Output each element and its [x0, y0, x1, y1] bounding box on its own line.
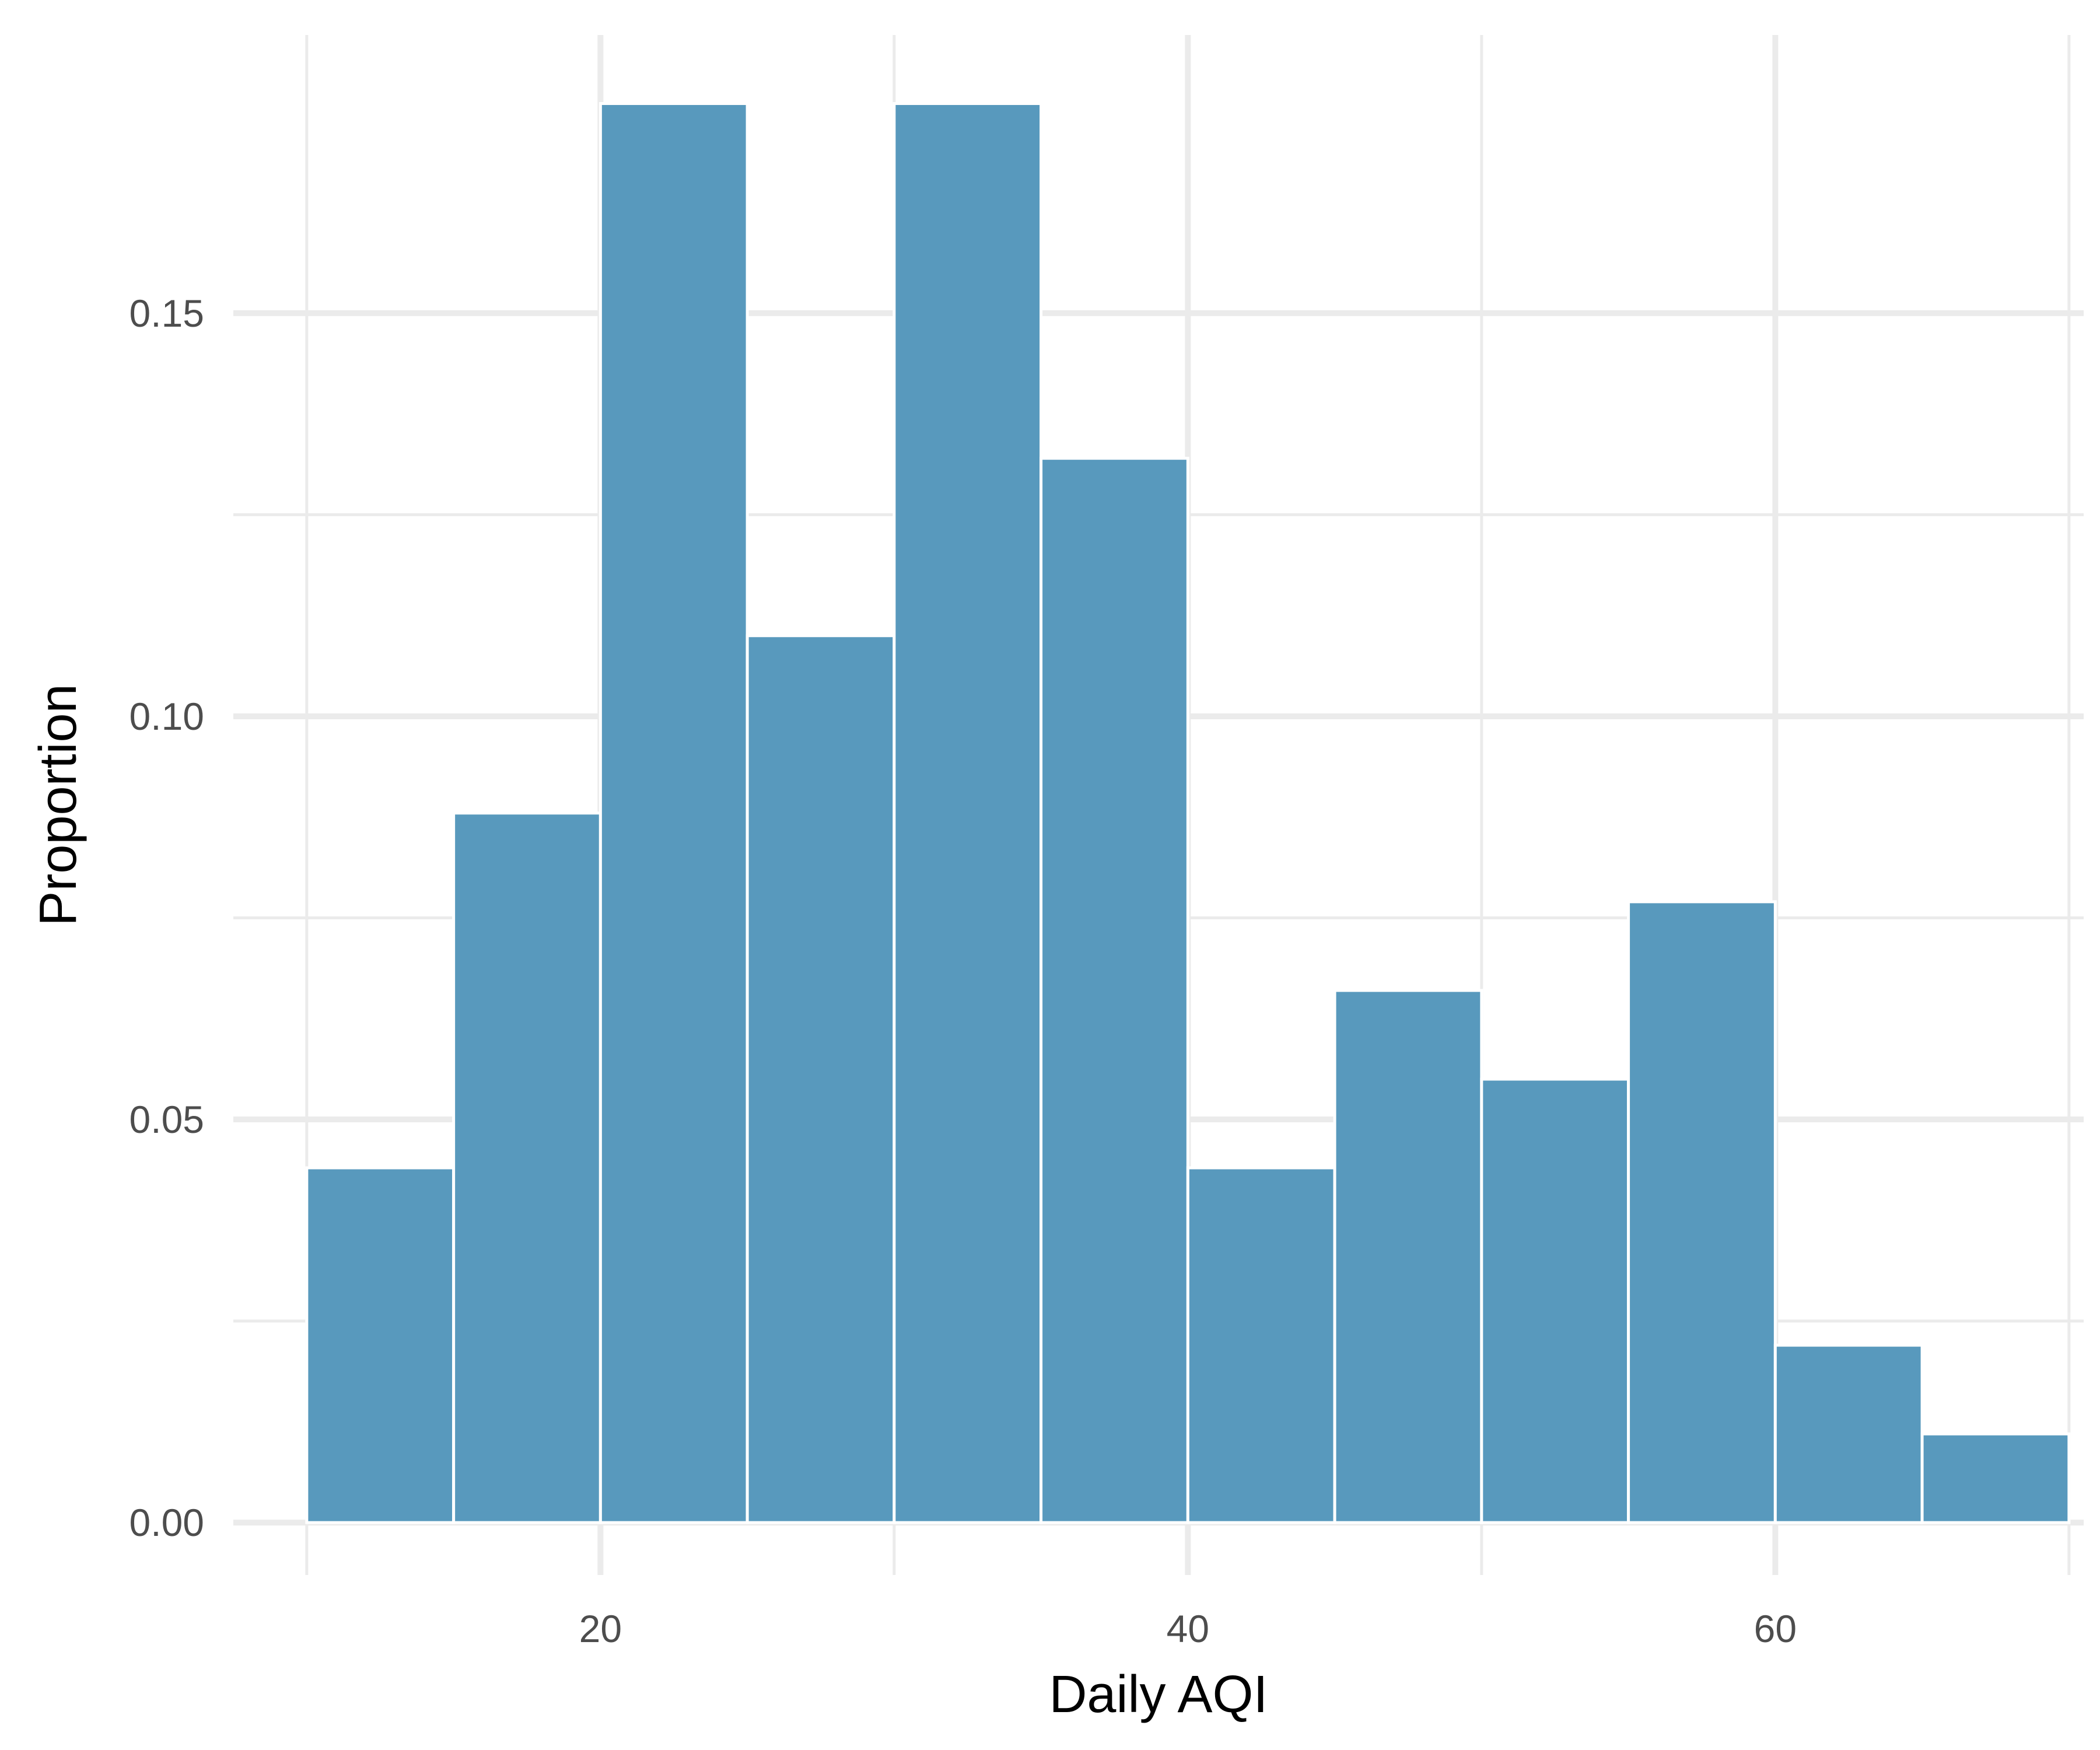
bars-layer	[305, 102, 2071, 1524]
y-tick-label: 0.10	[130, 695, 204, 738]
histogram-bar	[1480, 1077, 1630, 1524]
histogram-bar	[305, 1166, 456, 1524]
histogram-bar	[1920, 1432, 2071, 1524]
x-tick-label: 40	[1167, 1607, 1209, 1650]
histogram-bar	[1186, 1166, 1336, 1524]
tick-labels-layer: 0.00 0.05 0.10 0.15 20 40 60	[130, 292, 1797, 1650]
histogram-bar	[452, 811, 602, 1524]
histogram-bar	[1040, 457, 1189, 1524]
histogram-bar	[746, 634, 896, 1524]
y-axis-title: Proportion	[29, 684, 88, 926]
x-tick-label: 20	[579, 1607, 622, 1650]
histogram-bar	[1773, 1343, 1924, 1524]
histogram-bar	[1627, 900, 1777, 1524]
histogram-bar	[892, 102, 1043, 1524]
histogram-bar	[1333, 989, 1483, 1524]
x-tick-label: 60	[1754, 1607, 1797, 1650]
y-tick-label: 0.00	[130, 1501, 204, 1544]
histogram-bar	[598, 102, 749, 1524]
y-tick-label: 0.15	[130, 292, 204, 335]
y-tick-label: 0.05	[130, 1098, 204, 1141]
x-axis-title: Daily AQI	[1049, 1665, 1268, 1724]
